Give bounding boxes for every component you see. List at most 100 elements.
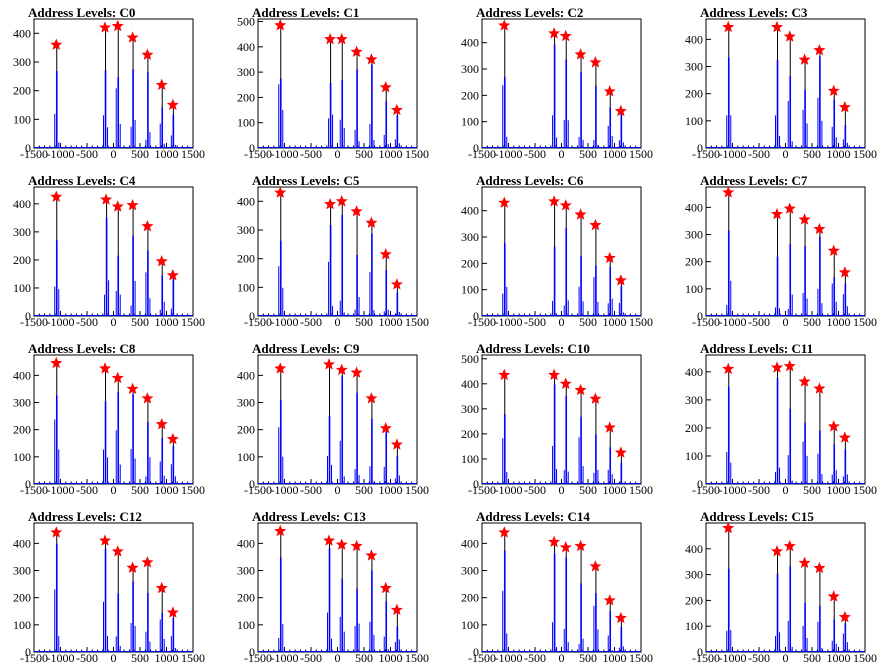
- x-tick-label: -1000: [495, 483, 523, 497]
- x-tick-label: -500: [748, 147, 770, 161]
- peak-marker: [574, 383, 587, 396]
- y-tick-label: 200: [13, 423, 31, 437]
- y-tick-label: 400: [685, 365, 703, 379]
- peak-marker: [783, 30, 796, 42]
- y-tick-label: 400: [685, 542, 703, 556]
- x-tick-label: 500: [355, 651, 373, 665]
- peak-marker: [141, 556, 154, 568]
- y-tick-label: 100: [685, 449, 703, 463]
- peak-marker: [379, 248, 392, 260]
- histogram-svg: -1500-1000 -500 0 500 1000 1500 0 100 200 300 400: [13, 18, 205, 161]
- x-tick-label: 500: [579, 651, 597, 665]
- peak-marker: [798, 213, 811, 225]
- y-tick-label: 100: [13, 618, 31, 632]
- y-tick-label: 400: [461, 36, 479, 50]
- y-tick-label: 300: [237, 564, 255, 578]
- panel-title: Address Levels: C11: [700, 341, 814, 356]
- y-tick-label: 300: [13, 396, 31, 410]
- peak-marker: [335, 538, 348, 550]
- peak-marker: [722, 362, 735, 375]
- panel-title: Address Levels: C5: [252, 173, 360, 188]
- panel-title: Address Levels: C2: [476, 5, 584, 20]
- peak-marker: [589, 56, 602, 68]
- x-tick-label: 500: [131, 483, 149, 497]
- x-tick-label: 500: [803, 483, 821, 497]
- y-tick-label: 300: [461, 402, 479, 416]
- x-tick-label: -500: [300, 147, 322, 161]
- x-tick-label: 500: [803, 147, 821, 161]
- peak-marker: [390, 438, 403, 450]
- x-tick-label: -1500: [244, 651, 272, 665]
- panel-title: Address Levels: C9: [252, 341, 360, 356]
- histogram-panel: -1500 -1000 -500 0 500 1000 1500 0 100 200 300 400 5…: [448, 336, 672, 504]
- x-tick-label: 0: [111, 147, 117, 161]
- plot-frame: [257, 522, 418, 653]
- histogram-panel: -1500 -1000 -500 0 500 1000 1500 0 100 200 300 400 A…: [0, 168, 224, 336]
- y-tick-label: 400: [461, 536, 479, 550]
- x-tick-label: 0: [559, 147, 565, 161]
- peak-marker: [838, 610, 851, 623]
- peak-marker: [559, 377, 572, 389]
- x-tick-label: 1000: [603, 147, 627, 161]
- peak-marker: [166, 268, 179, 281]
- histogram-panel: -1500 -1000 -500 0 500 1000 1500 0 100 200 300 400 A…: [672, 504, 896, 672]
- x-tick-label: -1000: [47, 315, 75, 329]
- peak-marker: [274, 18, 287, 31]
- histogram-svg: -1500-1000 -500 0 500 1000 1500 0 100 200 300 400: [685, 521, 877, 665]
- x-tick-label: -1000: [271, 147, 299, 161]
- histogram-panel: -1500 -1000 -500 0 500 1000 1500 0 100 200 300 400 A…: [224, 504, 448, 672]
- peak-marker: [838, 101, 851, 113]
- peak-marker: [379, 80, 392, 93]
- peak-marker: [166, 606, 179, 618]
- x-tick-label: 0: [335, 651, 341, 665]
- peak-marker: [798, 53, 811, 65]
- histogram-svg: -1500-1000 -500 0 500 1000 1500 0 100 200 300 400: [237, 522, 429, 665]
- x-tick-label: -1000: [495, 651, 523, 665]
- x-tick-label: 1000: [379, 147, 403, 161]
- y-tick-label: 200: [685, 593, 703, 607]
- x-tick-label: -1000: [719, 483, 747, 497]
- x-tick-label: 1000: [603, 315, 627, 329]
- y-tick-label: 300: [461, 62, 479, 76]
- histogram-panel: -1500 -1000 -500 0 500 1000 1500 0 100 200 300 400 A…: [672, 336, 896, 504]
- y-tick-label: 500: [461, 352, 479, 366]
- peak-marker: [50, 190, 63, 202]
- x-tick-label: 0: [559, 483, 565, 497]
- x-tick-label: 1000: [155, 483, 179, 497]
- y-tick-label: 200: [461, 256, 479, 270]
- peak-marker: [589, 560, 602, 572]
- peak-marker: [813, 43, 826, 56]
- peak-marker: [155, 581, 168, 594]
- x-tick-label: 0: [559, 315, 565, 329]
- x-tick-label: -1000: [271, 651, 299, 665]
- x-tick-label: 0: [783, 483, 789, 497]
- histogram-svg: -1500-1000 -500 0 500 1000 1500 0 100 200 300 400: [685, 18, 877, 161]
- y-tick-label: 0: [25, 477, 31, 491]
- y-tick-label: 400: [237, 368, 255, 382]
- peak-marker: [99, 534, 112, 546]
- peak-marker: [390, 278, 403, 290]
- x-tick-label: 0: [335, 147, 341, 161]
- peak-marker: [365, 549, 378, 561]
- x-tick-label: -500: [524, 315, 546, 329]
- x-tick-label: 1500: [629, 315, 653, 329]
- peak-marker: [548, 368, 561, 381]
- peak-marker: [548, 535, 561, 548]
- peak-marker: [323, 197, 337, 210]
- x-tick-label: 1000: [827, 147, 851, 161]
- x-tick-label: -1000: [47, 651, 75, 665]
- y-tick-label: 0: [697, 645, 703, 659]
- x-tick-label: -1500: [468, 651, 496, 665]
- y-tick-label: 100: [461, 618, 479, 632]
- y-tick-label: 200: [461, 88, 479, 102]
- peak-marker: [813, 222, 826, 235]
- x-tick-label: -1500: [20, 147, 48, 161]
- peak-marker: [548, 195, 561, 207]
- x-tick-label: 500: [131, 315, 149, 329]
- histogram-panel: -1500 -1000 -500 0 500 1000 1500 0 100 200 300 400 A…: [448, 504, 672, 672]
- peak-marker: [574, 539, 587, 552]
- x-tick-label: 500: [355, 483, 373, 497]
- histogram-svg: -1500-1000 -500 0 500 1000 1500 0 100 200 300 400: [685, 186, 877, 329]
- peak-marker: [100, 193, 113, 205]
- x-tick-label: -1000: [47, 483, 75, 497]
